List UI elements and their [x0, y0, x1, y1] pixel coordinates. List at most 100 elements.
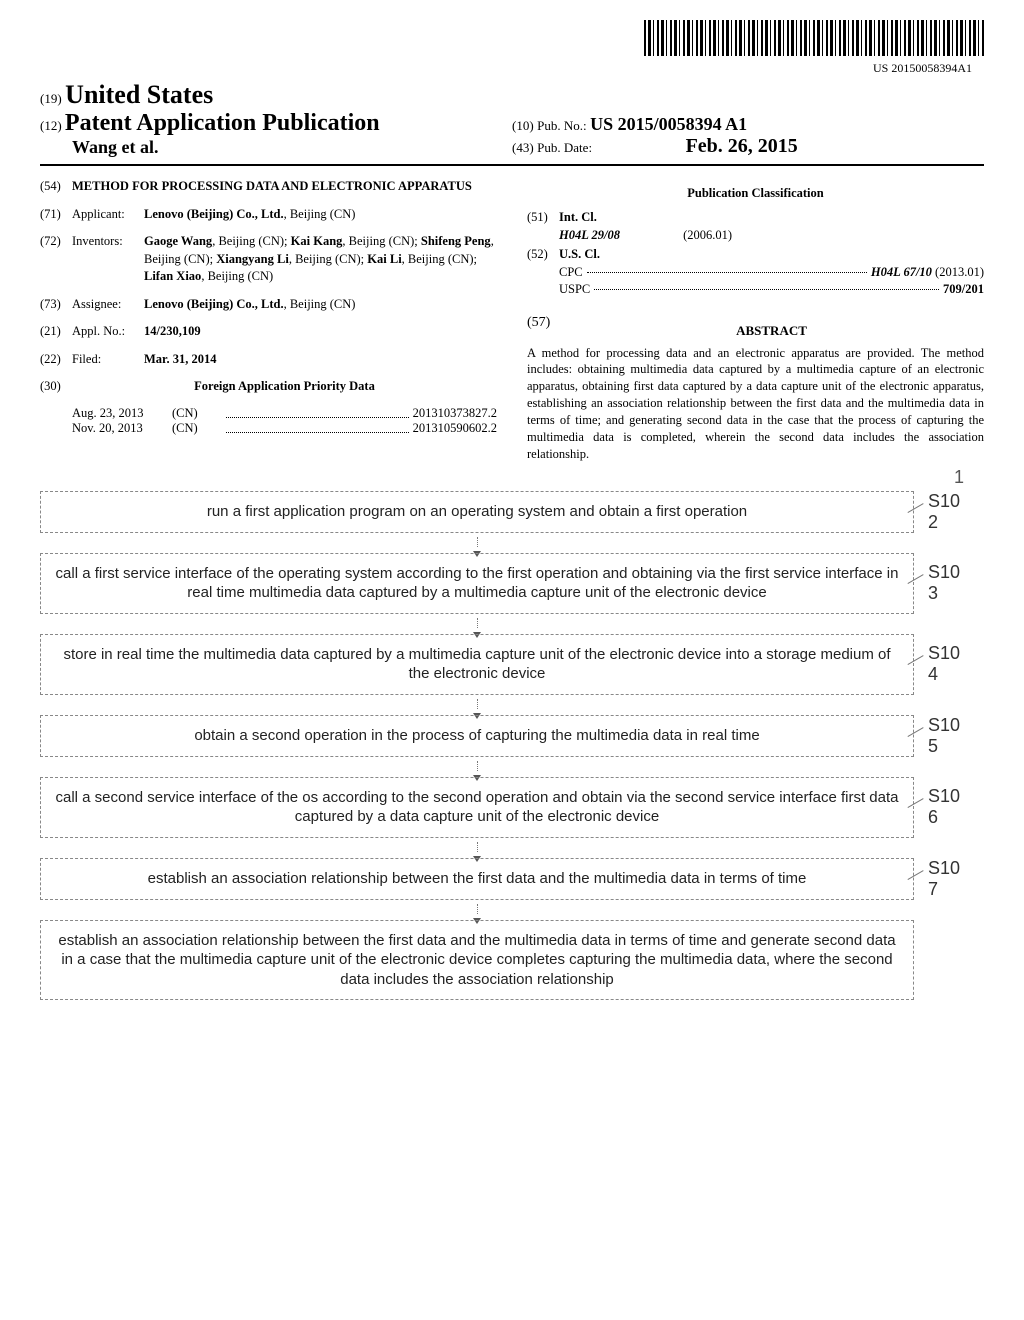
flow-step: establish an association relationship be… [40, 858, 984, 900]
applicant-num: (71) [40, 206, 72, 224]
priority-date: Aug. 23, 2013 [72, 406, 172, 421]
priority-num: (30) [40, 378, 72, 396]
flow-label-bot: 3 [928, 583, 984, 604]
pub-date-value: Feb. 26, 2015 [686, 135, 798, 157]
filed-value: Mar. 31, 2014 [144, 351, 497, 369]
dotted-leader [226, 418, 409, 433]
invention-title: METHOD FOR PROCESSING DATA AND ELECTRONI… [72, 178, 497, 196]
flow-label: S10 3 [914, 553, 984, 614]
flow-step: obtain a second operation in the process… [40, 715, 984, 757]
flow-step: run a first application program on an op… [40, 491, 984, 533]
flow-label: S10 6 [914, 777, 984, 838]
abstract-text: A method for processing data and an elec… [527, 345, 984, 463]
appl-label: Appl. No.: [72, 323, 144, 341]
assignee-name: Lenovo (Beijing) Co., Ltd. [144, 297, 284, 311]
inventors-value: Gaoge Wang, Beijing (CN); Kai Kang, Beij… [144, 233, 497, 286]
header-divider [40, 164, 984, 166]
dotted-leader [587, 272, 867, 273]
flow-label: S10 7 [914, 858, 984, 900]
priority-country: (CN) [172, 406, 222, 421]
left-column: (54) METHOD FOR PROCESSING DATA AND ELEC… [40, 178, 497, 463]
flow-box: establish an association relationship be… [40, 858, 914, 900]
applicant-location: , Beijing (CN) [284, 207, 356, 221]
flow-label-top: S10 [928, 491, 984, 512]
flowchart: 1 run a first application program on an … [40, 491, 984, 1001]
assignee-location: , Beijing (CN) [284, 297, 356, 311]
pub-date-label: Pub. Date: [537, 140, 592, 155]
uscl-field: (52) U.S. Cl. CPC H04L 67/10 (2013.01) U… [527, 246, 984, 299]
arrow-down-icon [0, 699, 984, 715]
filed-num: (22) [40, 351, 72, 369]
appl-no-field: (21) Appl. No.: 14/230,109 [40, 323, 497, 341]
bibliographic-columns: (54) METHOD FOR PROCESSING DATA AND ELEC… [40, 178, 984, 463]
applicant-field: (71) Applicant: Lenovo (Beijing) Co., Lt… [40, 206, 497, 224]
uspc-value: 709/201 [943, 281, 984, 299]
pub-prefix: (12) [40, 118, 62, 133]
publication-type: Patent Application Publication [65, 110, 380, 136]
flow-label-top: S10 [928, 643, 984, 664]
barcode-area: US 20150058394A1 [40, 20, 984, 76]
intcl-num: (51) [527, 209, 559, 244]
pub-no-label: Pub. No.: [537, 118, 586, 133]
assignee-field: (73) Assignee: Lenovo (Beijing) Co., Ltd… [40, 296, 497, 314]
flow-box: store in real time the multimedia data c… [40, 634, 914, 695]
flow-step: establish an association relationship be… [40, 920, 984, 1001]
applicant-value: Lenovo (Beijing) Co., Ltd., Beijing (CN) [144, 206, 497, 224]
filed-field: (22) Filed: Mar. 31, 2014 [40, 351, 497, 369]
pub-date-prefix: (43) [512, 140, 534, 155]
flow-label-bot: 5 [928, 736, 984, 757]
abstract-heading: ABSTRACT [559, 323, 984, 339]
flow-box: call a second service interface of the o… [40, 777, 914, 838]
pub-no-value: US 2015/0058394 A1 [590, 114, 747, 134]
inventors-field: (72) Inventors: Gaoge Wang, Beijing (CN)… [40, 233, 497, 286]
right-column: Publication Classification (51) Int. Cl.… [527, 178, 984, 463]
arrow-down-icon [0, 842, 984, 858]
priority-number: 201310373827.2 [413, 406, 497, 421]
flow-step: call a first service interface of the op… [40, 553, 984, 614]
flow-label-top: S10 [928, 786, 984, 807]
authors-line: Wang et al. [72, 137, 512, 158]
uspc-row: USPC 709/201 [559, 281, 984, 299]
priority-heading-row: (30) Foreign Application Priority Data [40, 378, 497, 396]
inventors-label: Inventors: [72, 233, 144, 286]
intcl-year: (2006.01) [683, 228, 732, 242]
applicant-label: Applicant: [72, 206, 144, 224]
priority-table: Aug. 23, 2013 (CN) 201310373827.2 Nov. 2… [72, 406, 497, 436]
filed-label: Filed: [72, 351, 144, 369]
cpc-row: CPC H04L 67/10 (2013.01) [559, 264, 984, 282]
priority-date: Nov. 20, 2013 [72, 421, 172, 436]
cpc-label: CPC [559, 264, 583, 282]
flow-step: call a second service interface of the o… [40, 777, 984, 838]
flow-label-top: S10 [928, 715, 984, 736]
flow-label: S10 5 [914, 715, 984, 757]
flow-box: obtain a second operation in the process… [40, 715, 914, 757]
barcode-number: US 20150058394A1 [40, 61, 984, 76]
flow-label-top: S10 [928, 858, 984, 879]
assignee-num: (73) [40, 296, 72, 314]
dotted-leader [226, 403, 409, 418]
priority-heading: Foreign Application Priority Data [72, 378, 497, 396]
flow-label-top: S10 [928, 562, 984, 583]
flow-label-bot: 4 [928, 664, 984, 685]
intcl-field: (51) Int. Cl. H04L 29/08 (2006.01) [527, 209, 984, 244]
appl-num: (21) [40, 323, 72, 341]
assignee-label: Assignee: [72, 296, 144, 314]
barcode-graphic [644, 20, 984, 56]
arrow-down-icon [0, 618, 984, 634]
pub-no-prefix: (10) [512, 118, 534, 133]
classification-heading: Publication Classification [527, 186, 984, 201]
inventors-num: (72) [40, 233, 72, 286]
title-field: (54) METHOD FOR PROCESSING DATA AND ELEC… [40, 178, 497, 196]
priority-row: Nov. 20, 2013 (CN) 201310590602.2 [72, 421, 497, 436]
flow-label-bot: 7 [928, 879, 984, 900]
country-name: United States [65, 80, 213, 109]
flow-label-bot: 2 [928, 512, 984, 533]
uspc-label: USPC [559, 281, 590, 299]
flow-box: call a first service interface of the op… [40, 553, 914, 614]
cpc-year: (2013.01) [932, 265, 984, 279]
title-num: (54) [40, 178, 72, 196]
cpc-code: H04L 67/10 [871, 265, 932, 279]
country-prefix: (19) [40, 91, 62, 106]
flow-label-bot: 6 [928, 807, 984, 828]
abstract-num: (57) [527, 315, 559, 345]
